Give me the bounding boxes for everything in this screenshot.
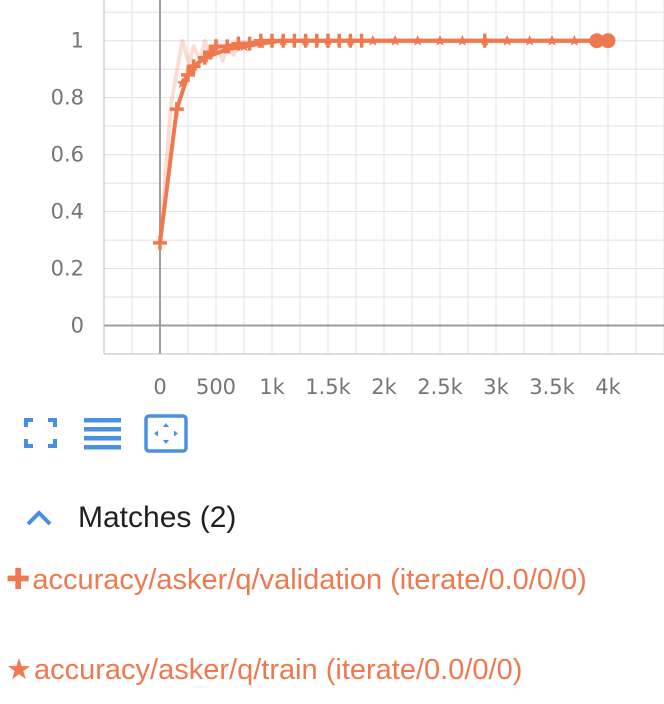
star-marker [221,43,233,55]
star-marker [501,34,513,46]
star-marker [199,51,211,63]
series-end-dot [600,33,616,49]
x-tick-label: 2.5k [417,375,463,399]
star-marker [277,34,289,46]
plus-marker [354,33,369,48]
series-markers [153,33,616,250]
star-marker [434,34,446,46]
chevron-up-icon [26,510,52,526]
fit-domain-icon [144,414,188,453]
star-marker [411,34,424,46]
x-tick-label: 1.5k [305,375,351,399]
axes [103,0,664,355]
y-tick-label: 0.8 [51,86,84,110]
chart-plot[interactable]: 0 0.2 0.4 0.6 0.8 1 0 500 1k 1.5k 2k 2.5k 3k 3.5k 4k [0,0,664,400]
x-tick-label: 0 [153,375,166,399]
series-end-dot [589,33,605,49]
x-tick-label: 4k [595,375,621,399]
y-tick-label: 0.6 [51,143,84,167]
series-line-0 [158,38,599,245]
star-icon: ★ [6,654,32,686]
star-marker [187,60,200,72]
fullscreen-button[interactable] [22,414,66,454]
chart-toolbar [22,414,202,454]
star-marker [238,40,250,52]
plus-icon: ✚ [6,564,31,596]
y-tick-labels: 0 0.2 0.4 0.6 0.8 1 [51,29,84,338]
match-item-label: accuracy/asker/q/validation (iterate/0.0… [32,564,587,596]
plus-marker [181,67,195,82]
star-marker [176,77,189,89]
star-marker [322,34,334,46]
x-tick-labels: 0 500 1k 1.5k 2k 2.5k 3k 3.5k 4k [153,375,621,399]
y-tick-label: 0 [71,314,84,338]
x-tick-label: 3.5k [529,375,575,399]
star-marker [523,34,536,46]
y-tick-label: 1 [71,29,84,53]
x-tick-label: 2k [371,375,397,399]
matches-toggle[interactable]: Matches (2) [22,495,422,541]
match-item-train[interactable]: ★accuracy/asker/q/train (iterate/0.0/0/0… [6,652,656,689]
match-item-validation[interactable]: ✚accuracy/asker/q/validation (iterate/0.… [6,562,656,599]
star-marker [479,34,491,46]
matches-label: Matches (2) [78,501,237,534]
plus-marker [169,102,184,117]
y-tick-label: 0.2 [51,257,84,281]
fit-domain-button[interactable] [144,414,188,454]
x-tick-label: 500 [196,375,236,399]
x-tick-label: 3k [483,375,509,399]
match-item-label: accuracy/asker/q/train (iterate/0.0/0/0) [34,654,523,686]
star-marker [568,34,581,46]
star-marker [456,34,469,46]
fullscreen-icon [24,418,57,448]
plus-marker [153,235,167,250]
data-table-button[interactable] [82,414,126,454]
x-tick-label: 1k [259,375,285,399]
star-marker [367,34,379,46]
star-marker [255,37,267,49]
list-icon [84,418,121,450]
star-marker [299,34,312,46]
star-marker [546,34,558,46]
star-marker [344,34,357,46]
y-tick-label: 0.4 [51,200,84,224]
star-marker [389,34,401,46]
